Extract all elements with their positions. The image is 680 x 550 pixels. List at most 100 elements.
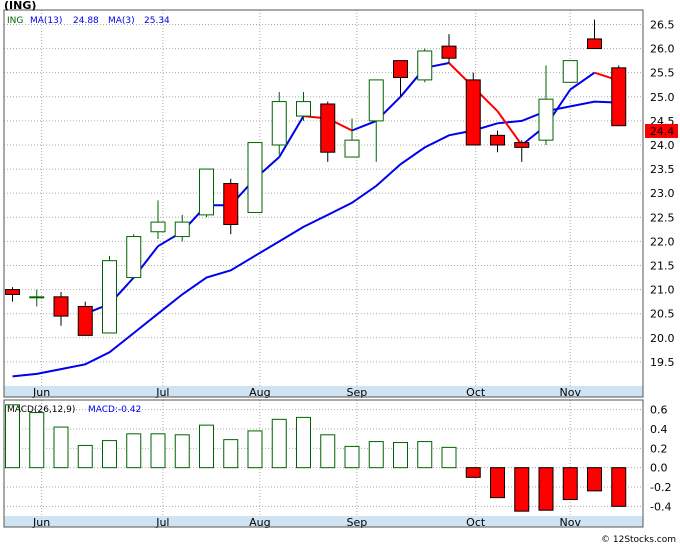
macd-bar	[441, 446, 457, 469]
ma3-segment	[351, 119, 377, 132]
price-month-label: Nov	[560, 386, 582, 399]
macd-bar	[538, 467, 554, 511]
macd-y-tick-label: 0.0	[650, 462, 668, 475]
candle-body	[611, 67, 627, 127]
last-price-tag	[645, 124, 678, 138]
macd-bar	[102, 440, 117, 469]
price-month-label: Aug	[249, 386, 270, 399]
candle-body	[368, 79, 384, 122]
candle-body	[562, 60, 578, 83]
macd-month-label: Jun	[32, 516, 50, 529]
price-month-band	[4, 386, 643, 397]
macd-bar	[514, 467, 530, 512]
last-price-tag-text: 24.4	[650, 125, 675, 138]
macd-bar	[5, 404, 20, 469]
candle-body	[150, 221, 166, 233]
macd-y-tick-label: 0.4	[650, 423, 668, 436]
watermark: © 12Stocks.com	[601, 535, 676, 545]
candle-body	[174, 221, 190, 238]
ma3-segment	[569, 71, 596, 91]
macd-bar	[271, 418, 287, 469]
legend-ma13-value: 24.88	[73, 16, 99, 26]
macd-bar	[490, 467, 505, 499]
legend-symbol: ING	[7, 16, 23, 26]
candle-body	[465, 79, 481, 146]
macd-month-labels: Jun Jul Aug Sep Oct Nov	[32, 516, 581, 529]
price-panel-border	[3, 9, 644, 398]
macd-bar	[417, 441, 433, 469]
price-y-tick-label: 26.0	[650, 43, 675, 56]
macd-month-label: Oct	[466, 516, 486, 529]
candle-body	[393, 60, 408, 78]
macd-bar	[587, 467, 602, 492]
macd-y-tick-label: 0.6	[650, 404, 668, 417]
candle-body	[296, 101, 311, 117]
macd-y-tick-label: -0.2	[650, 481, 671, 494]
macd-bar	[320, 434, 336, 469]
macd-bar	[126, 433, 142, 469]
candles	[5, 19, 627, 336]
candle-body	[77, 305, 93, 336]
macd-month-label: Nov	[560, 516, 582, 529]
candle-body	[441, 45, 457, 59]
price-y-tick-label: 19.5	[650, 356, 675, 369]
macd-bar	[77, 444, 93, 469]
price-month-label: Jun	[32, 386, 50, 399]
macd-bar	[223, 439, 239, 469]
macd-bar	[199, 424, 214, 469]
ticker-title: (ING)	[4, 0, 36, 12]
macd-params-label: MACD(26,12,9)	[7, 405, 75, 415]
legend-ma3-value: 25.34	[144, 16, 170, 26]
price-month-label: Jul	[155, 386, 169, 399]
macd-y-tick-label: -0.4	[650, 500, 671, 513]
candle-body	[126, 236, 142, 279]
macd-month-label: Jul	[155, 516, 169, 529]
macd-bar	[344, 445, 360, 469]
macd-bar	[465, 467, 481, 478]
candle-body	[514, 142, 530, 148]
candle-body	[247, 142, 263, 213]
macd-value-label: MACD:-0.42	[88, 405, 141, 415]
price-y-tick-label: 21.0	[650, 284, 675, 297]
price-y-ticks: 19.5 20.0 20.5 21.0 21.5 22.0 22.5 23.0 23.5 24.0…	[650, 18, 675, 368]
macd-bar	[150, 433, 166, 469]
ma3-segment	[278, 115, 305, 158]
macd-bar	[611, 467, 627, 507]
candle-body	[199, 168, 214, 216]
macd-month-label: Aug	[249, 516, 270, 529]
macd-month-label: Sep	[346, 516, 367, 529]
candle-body	[102, 260, 117, 334]
candle-body	[490, 134, 505, 146]
candle-body	[538, 98, 554, 141]
price-y-tick-label: 23.5	[650, 163, 675, 176]
macd-bars	[5, 404, 627, 512]
candle-body	[344, 139, 360, 158]
macd-bar	[296, 416, 311, 469]
candle-body	[587, 38, 602, 50]
price-y-tick-label: 22.0	[650, 235, 675, 248]
macd-bar	[562, 467, 578, 501]
price-y-tick-label: 25.5	[650, 67, 675, 80]
macd-bar	[393, 442, 408, 469]
ma13-line	[12, 100, 619, 378]
candle-body	[53, 296, 69, 317]
candle-body	[320, 103, 336, 153]
legend-ma3-label: MA(3)	[108, 16, 135, 26]
macd-month-band	[4, 516, 643, 527]
macd-bar	[368, 441, 384, 469]
price-y-tick-label: 25.0	[650, 91, 675, 104]
macd-bar	[29, 412, 45, 469]
price-y-tick-label: 22.5	[650, 211, 675, 224]
price-y-tick-label: 26.5	[650, 18, 675, 31]
price-y-tick-label: 20.0	[650, 332, 675, 345]
candle-body	[5, 289, 20, 295]
price-month-label: Oct	[466, 386, 486, 399]
legend-ma13-label: MA(13)	[30, 16, 62, 26]
ma13-series	[12, 100, 619, 378]
price-month-labels: Jun Jul Aug Sep Oct Nov	[32, 386, 581, 399]
price-y-tick-label: 20.5	[650, 308, 675, 321]
candle-body	[223, 183, 239, 226]
price-grid	[4, 10, 643, 386]
